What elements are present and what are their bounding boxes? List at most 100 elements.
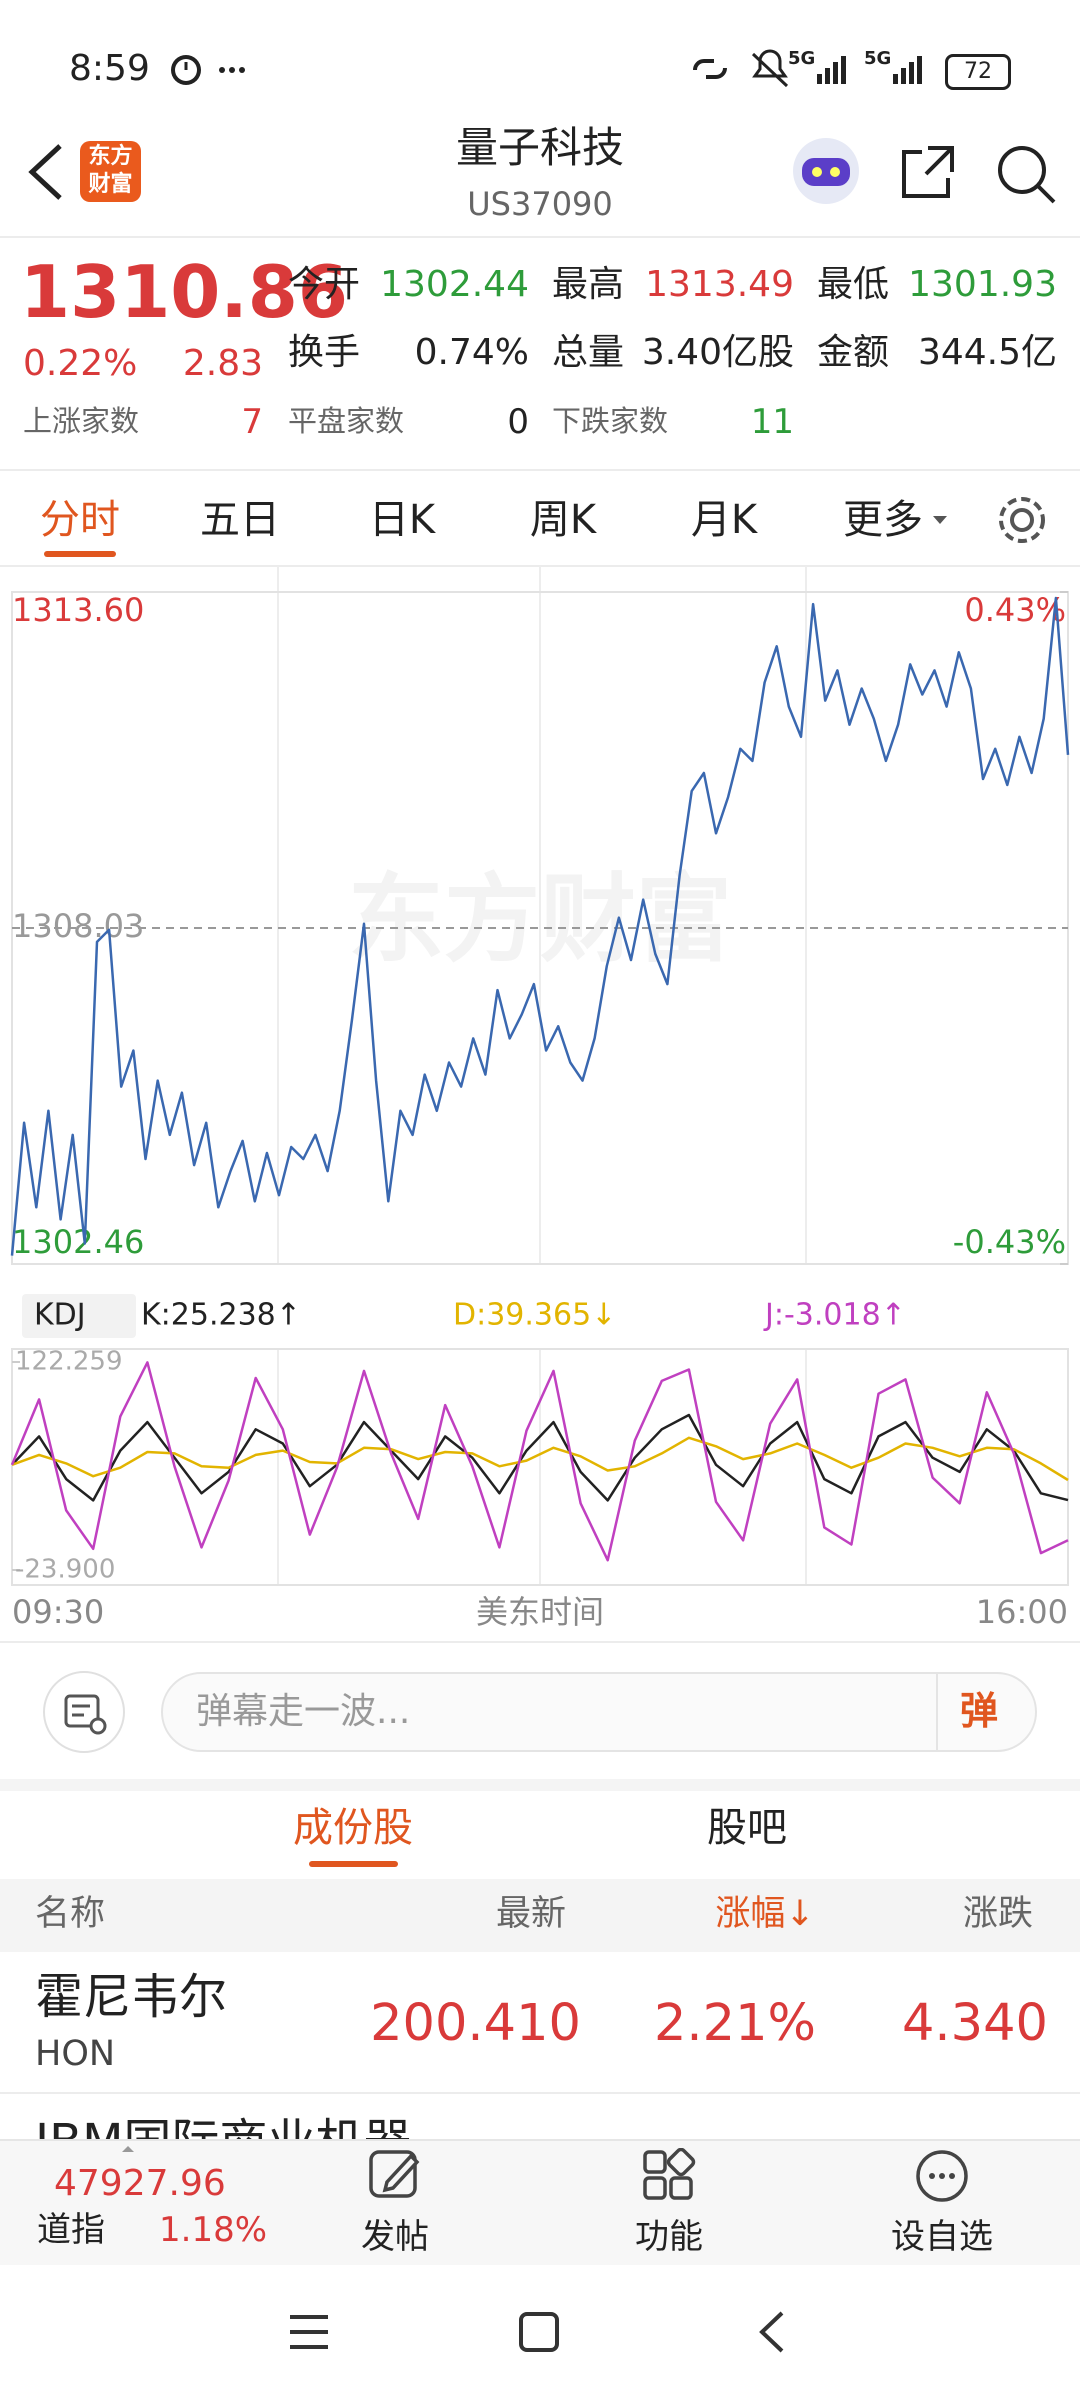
section-gap bbox=[0, 1779, 1080, 1791]
divider bbox=[0, 2092, 1080, 2094]
count-label: 平盘家数 bbox=[288, 404, 405, 438]
stock-change: 4.340 bbox=[901, 1994, 1048, 2053]
comment-placeholder: 弹幕走一波... bbox=[196, 1691, 411, 1732]
tab[interactable]: 周K bbox=[529, 497, 597, 543]
field-label: 今开 bbox=[288, 264, 361, 305]
index-caret bbox=[122, 2146, 134, 2152]
field-label: 金额 bbox=[817, 332, 890, 373]
stock-price: 200.410 bbox=[370, 1994, 581, 2053]
y-tick-label: 1302.46 bbox=[12, 1223, 144, 1261]
column-header-sorted[interactable]: 涨幅↓ bbox=[715, 1894, 815, 1934]
field-value: 3.40亿股 bbox=[641, 332, 794, 373]
function-icon[interactable] bbox=[641, 2148, 697, 2204]
field-value: 1313.49 bbox=[645, 264, 794, 305]
column-header[interactable]: 涨跌 bbox=[962, 1894, 1033, 1934]
search-button[interactable] bbox=[994, 142, 1058, 206]
y2-tick-label: -0.43% bbox=[953, 1223, 1066, 1261]
stock-code: US37090 bbox=[467, 185, 613, 223]
count-value: 7 bbox=[241, 402, 263, 442]
kdj-frame bbox=[11, 1348, 1069, 1586]
y-tick-label: 122.259 bbox=[15, 1347, 123, 1377]
divider bbox=[0, 1641, 1080, 1643]
tab-underline bbox=[44, 551, 116, 557]
x-axis-label: 09:30 bbox=[12, 1593, 104, 1631]
tab[interactable]: 月K bbox=[690, 497, 758, 543]
dropdown-caret bbox=[933, 516, 947, 524]
bottom-toolbar bbox=[0, 2139, 1080, 2265]
app-logo: 东方财富 bbox=[80, 141, 141, 202]
tab-active[interactable]: 分时 bbox=[40, 497, 120, 543]
x-axis-label: 美东时间 bbox=[476, 1593, 604, 1631]
y2-tick-label: 0.43% bbox=[964, 591, 1066, 629]
nav-back[interactable] bbox=[759, 2311, 784, 2353]
table-header bbox=[0, 1879, 1080, 1952]
field-value: 1302.44 bbox=[380, 264, 529, 305]
kdj-line bbox=[11, 1436, 1069, 1482]
post-icon[interactable] bbox=[367, 2146, 423, 2202]
count-label: 上涨家数 bbox=[23, 404, 140, 438]
sub-tab-underline bbox=[309, 1861, 398, 1867]
share-button[interactable] bbox=[898, 142, 958, 202]
kdj-line bbox=[11, 1413, 1069, 1502]
column-header[interactable]: 名称 bbox=[35, 1894, 106, 1934]
comment-input[interactable] bbox=[161, 1672, 1037, 1752]
signal-icons bbox=[817, 56, 922, 84]
battery: 72 bbox=[945, 54, 1011, 90]
watermark: 东方财富 bbox=[348, 863, 732, 975]
field-label: 最低 bbox=[817, 264, 890, 305]
y-tick-label: 1313.60 bbox=[12, 591, 144, 629]
network-label: 5G bbox=[788, 48, 816, 69]
change-value: 2.83 bbox=[182, 343, 263, 384]
divider bbox=[0, 469, 1080, 471]
price-line bbox=[10, 596, 1070, 1256]
field-label: 总量 bbox=[552, 332, 625, 373]
legend-label: J:-3.018↑ bbox=[763, 1298, 906, 1333]
danmaku-settings[interactable] bbox=[40, 1668, 128, 1756]
last-price: 1310.86 bbox=[20, 250, 348, 334]
charts: 东方财富 1313.60 1308.03 1302.46 0.43% -0.43% 09:3… bbox=[10, 566, 1070, 1631]
count-value: 11 bbox=[750, 402, 794, 442]
status-icons-right bbox=[693, 49, 789, 88]
legend-label: K:25.238↑ bbox=[141, 1298, 301, 1333]
kdj-line bbox=[10, 1361, 1069, 1562]
y-tick-label: -23.900 bbox=[15, 1555, 115, 1585]
assistant-avatar[interactable] bbox=[788, 136, 864, 206]
stock-symbol: HON bbox=[35, 2034, 116, 2074]
indicator-name: KDJ bbox=[34, 1298, 86, 1333]
tab[interactable]: 日K bbox=[368, 497, 436, 543]
toolbar-label[interactable]: 发帖 bbox=[361, 2217, 429, 2257]
nav-home[interactable] bbox=[519, 2312, 559, 2352]
indicator-select[interactable] bbox=[22, 1294, 136, 1338]
send-danmaku[interactable]: 弹 bbox=[960, 1689, 999, 1733]
back-button[interactable] bbox=[20, 140, 70, 204]
column-header[interactable]: 最新 bbox=[495, 1894, 566, 1934]
status-icons-left bbox=[171, 55, 245, 85]
stock-change-pct: 2.21% bbox=[653, 1994, 816, 2053]
system-nav-bar bbox=[290, 2311, 784, 2353]
index-value[interactable]: 47927.96 bbox=[54, 2163, 226, 2204]
divider bbox=[0, 236, 1080, 238]
sub-tab[interactable]: 股吧 bbox=[707, 1805, 787, 1851]
stock-title: 量子科技 bbox=[455, 123, 625, 172]
toolbar-label[interactable]: 设自选 bbox=[891, 2217, 993, 2257]
count-label: 下跌家数 bbox=[552, 404, 669, 438]
nav-menu[interactable] bbox=[290, 2315, 328, 2349]
sub-tab-active[interactable]: 成份股 bbox=[293, 1805, 413, 1851]
input-separator bbox=[936, 1674, 938, 1750]
x-axis-label: 16:00 bbox=[976, 1593, 1068, 1631]
count-value: 0 bbox=[507, 402, 529, 442]
index-name[interactable]: 道指 bbox=[37, 2210, 105, 2250]
tab[interactable]: 五日 bbox=[200, 497, 280, 543]
field-value: 344.5亿 bbox=[917, 332, 1057, 373]
watchlist-icon[interactable] bbox=[914, 2148, 970, 2204]
settings-button[interactable] bbox=[996, 494, 1048, 546]
tab-more[interactable]: 更多 bbox=[843, 497, 923, 543]
y-tick-label: 1308.03 bbox=[12, 907, 144, 945]
field-value: 0.74% bbox=[414, 332, 529, 373]
field-value: 1301.93 bbox=[908, 264, 1057, 305]
status-time: 8:59 bbox=[69, 48, 150, 89]
stock-name: 霍尼韦尔 bbox=[35, 1969, 228, 2025]
toolbar-label[interactable]: 功能 bbox=[635, 2217, 703, 2257]
index-pct[interactable]: 1.18% bbox=[159, 2210, 268, 2250]
change-pct: 0.22% bbox=[23, 343, 138, 384]
